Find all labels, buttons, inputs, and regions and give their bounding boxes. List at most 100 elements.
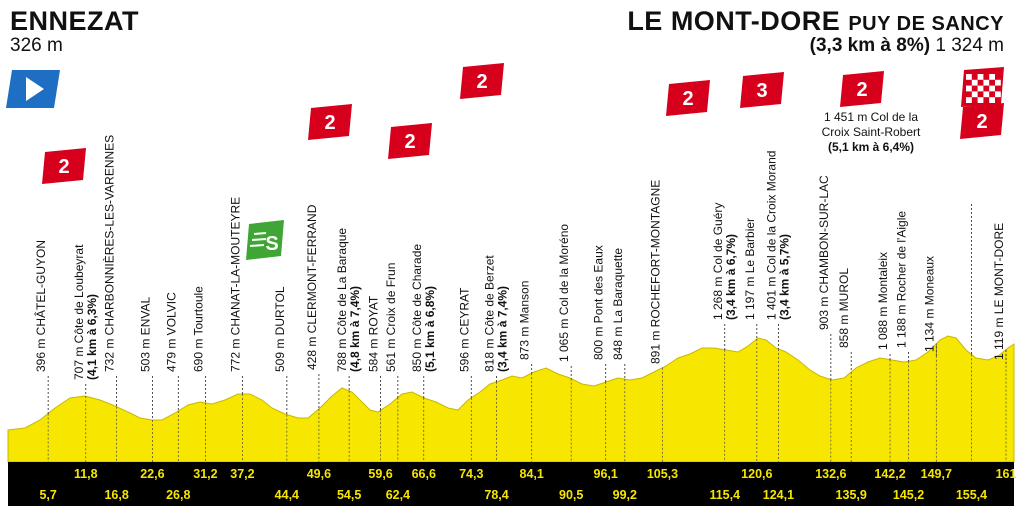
marker-label: 690 m Tourtoule xyxy=(191,286,205,372)
marker-label: 891 m ROCHEFORT-MONTAGNE xyxy=(648,180,662,364)
km-label-top: 11,8 xyxy=(74,467,98,481)
km-label-top: 31,2 xyxy=(193,467,217,481)
category-badges: 2 2 2 2 2 3 2 2 S xyxy=(42,63,1004,260)
km-label-bottom: 99,2 xyxy=(613,488,637,502)
km-label-bottom: 26,8 xyxy=(166,488,190,502)
marker-label: 800 m Pont des Eaux xyxy=(592,245,606,360)
km-label-top: 49,6 xyxy=(307,467,331,481)
marker-label: 561 m Croix de Frun xyxy=(384,263,398,372)
marker-label: 596 m CEYRAT xyxy=(457,287,471,372)
marker-label: 707 m Côte de Loubeyrat(4,1 km à 6,3%) xyxy=(72,244,99,380)
svg-text:2: 2 xyxy=(324,112,335,134)
km-label-top: 66,6 xyxy=(412,467,436,481)
finish-climb: (3,3 km à 8%) xyxy=(809,35,931,56)
start-town: ENNEZAT xyxy=(10,6,139,36)
km-label-top: 37,2 xyxy=(230,467,254,481)
marker-label: 1 401 m Col de la Croix Morand(3,4 km à … xyxy=(764,151,791,320)
climb-badge-finish: 2 xyxy=(960,103,1004,139)
marker-label: 903 m CHAMBON-SUR-LAC xyxy=(817,175,831,330)
marker-label: 1 268 m Col de Guéry(3,4 km à 6,7%) xyxy=(711,203,738,320)
climb-badge-loubeyrat: 2 xyxy=(42,148,86,184)
marker-label: 509 m DURTOL xyxy=(273,286,287,372)
robert-line3: (5,1 km à 6,4%) xyxy=(827,140,915,154)
svg-text:S: S xyxy=(265,233,278,255)
marker-guides xyxy=(47,204,1007,462)
svg-text:2: 2 xyxy=(476,71,487,93)
km-label-bottom: 54,5 xyxy=(337,488,361,502)
start-flag-icon xyxy=(6,70,60,108)
marker-label: 858 m MUROL xyxy=(837,268,851,348)
km-label-bottom: 16,8 xyxy=(104,488,128,502)
finish-altitude: 1 324 m xyxy=(935,35,1004,56)
profile-area xyxy=(7,335,1015,463)
km-label-top: 22,6 xyxy=(140,467,164,481)
km-label-top: 161 xyxy=(996,467,1017,481)
km-label-bottom: 5,7 xyxy=(39,488,56,502)
km-label-bottom: 78,4 xyxy=(484,488,508,502)
km-label-top: 132,6 xyxy=(815,467,846,481)
marker-labels: 396 m CHÂTEL-GUYON 707 m Côte de Loubeyra… xyxy=(33,135,1006,380)
km-label-top: 149,7 xyxy=(921,467,952,481)
marker-label: 503 m ENVAL xyxy=(138,297,152,372)
marker-label: 1 188 m Rocher de l'Aigle xyxy=(895,211,909,348)
km-label-bottom: 115,4 xyxy=(709,488,740,502)
finish-title: LE MONT-DORE PUY DE SANCY xyxy=(627,8,1004,35)
finish-subname: PUY DE SANCY xyxy=(848,13,1004,35)
marker-label: 732 m CHARBONNIÈRES-LES-VARENNES xyxy=(102,135,117,372)
km-label-bottom: 135,9 xyxy=(836,488,867,502)
km-label-top: 120,6 xyxy=(741,467,772,481)
km-row-top: 11,8 22,6 31,2 37,2 49,6 59,6 66,6 74,3 84,1 96,1… xyxy=(74,467,1017,481)
croix-saint-robert-label: 1 451 m Col de la Croix Saint-Robert (5,… xyxy=(796,110,946,155)
marker-label: 428 m CLERMONT-FERRAND xyxy=(305,204,319,370)
km-label-top: 84,1 xyxy=(520,467,544,481)
km-label-bottom: 44,4 xyxy=(275,488,299,502)
km-band xyxy=(8,462,1014,506)
marker-label: 1 197 m Le Barbier xyxy=(743,218,757,320)
marker-label: 818 m Côte de Berzet(3,4 km à 7,4%) xyxy=(483,255,510,372)
marker-label: 1 088 m Montaleix xyxy=(876,252,890,350)
svg-text:2: 2 xyxy=(58,156,69,178)
marker-label: 584 m ROYAT xyxy=(367,295,381,372)
marker-label: 1 065 m Col de la Moréno xyxy=(557,224,571,362)
marker-label: 850 m Côte de Charade(5,1 km à 6,8%) xyxy=(410,244,437,372)
marker-label: 788 m Côte de La Baraque(4,8 km à 7,4%) xyxy=(335,228,362,372)
km-label-top: 74,3 xyxy=(459,467,483,481)
svg-text:2: 2 xyxy=(404,131,415,153)
svg-text:2: 2 xyxy=(682,88,693,110)
marker-label: 1 119 m LE MONT-DORE xyxy=(992,223,1006,360)
svg-text:2: 2 xyxy=(976,111,987,133)
km-row-bottom: 5,7 16,8 26,8 44,4 54,5 62,4 78,4 90,5 99,2 115,4… xyxy=(39,488,987,502)
marker-label: 479 m VOLVIC xyxy=(164,292,178,372)
finish-town: LE MONT-DORE xyxy=(627,6,841,36)
km-label-top: 105,3 xyxy=(647,467,678,481)
km-label-bottom: 145,2 xyxy=(893,488,924,502)
km-label-bottom: 155,4 xyxy=(956,488,987,502)
svg-text:3: 3 xyxy=(756,80,767,102)
sprint-badge: S xyxy=(246,220,284,260)
km-label-top: 59,6 xyxy=(368,467,392,481)
svg-text:2: 2 xyxy=(856,79,867,101)
km-label-bottom: 90,5 xyxy=(559,488,583,502)
climb-badge-croix-morand: 3 xyxy=(740,72,784,108)
km-label-top: 142,2 xyxy=(874,467,905,481)
finish-info: (3,3 km à 8%) 1 324 m xyxy=(810,36,1004,55)
climb-badge-croix-saint-robert: 2 xyxy=(840,71,884,107)
start-altitude: 326 m xyxy=(10,35,63,56)
marker-label: 772 m CHANAT-LA-MOUTEYRE xyxy=(228,197,242,372)
marker-label: 848 m La Baraquette xyxy=(611,248,625,360)
marker-label: 873 m Manson xyxy=(518,281,532,360)
marker-label: 1 134 m Moneaux xyxy=(922,256,936,352)
robert-line2: Croix Saint-Robert xyxy=(821,125,921,139)
km-label-bottom: 62,4 xyxy=(386,488,410,502)
km-label-bottom: 124,1 xyxy=(763,488,794,502)
finish-flag-icon xyxy=(961,67,1004,107)
km-label-top: 96,1 xyxy=(594,467,618,481)
climb-badge-berzet: 2 xyxy=(460,63,504,99)
climb-badge-charade: 2 xyxy=(388,123,432,159)
robert-line1: 1 451 m Col de la xyxy=(823,110,919,124)
climb-badge-la-baraque: 2 xyxy=(308,104,352,140)
marker-label: 396 m CHÂTEL-GUYON xyxy=(33,240,48,372)
climb-badge-guery: 2 xyxy=(666,80,710,116)
